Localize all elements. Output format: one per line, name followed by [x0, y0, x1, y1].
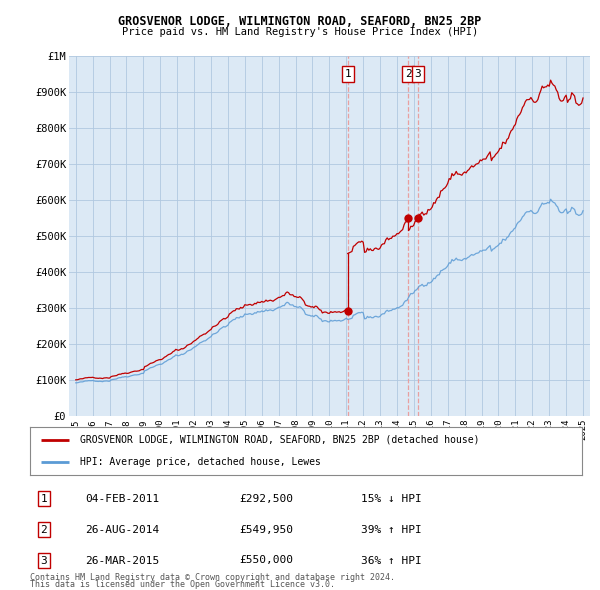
Text: 04-FEB-2011: 04-FEB-2011 [85, 494, 160, 503]
Text: £550,000: £550,000 [240, 556, 294, 565]
Text: 1: 1 [40, 494, 47, 503]
Text: HPI: Average price, detached house, Lewes: HPI: Average price, detached house, Lewe… [80, 457, 320, 467]
Text: GROSVENOR LODGE, WILMINGTON ROAD, SEAFORD, BN25 2BP (detached house): GROSVENOR LODGE, WILMINGTON ROAD, SEAFOR… [80, 435, 479, 445]
Text: £292,500: £292,500 [240, 494, 294, 503]
Text: 39% ↑ HPI: 39% ↑ HPI [361, 525, 422, 535]
Text: 1: 1 [344, 69, 351, 79]
Text: GROSVENOR LODGE, WILMINGTON ROAD, SEAFORD, BN25 2BP: GROSVENOR LODGE, WILMINGTON ROAD, SEAFOR… [118, 15, 482, 28]
Text: 3: 3 [415, 69, 421, 79]
Text: £549,950: £549,950 [240, 525, 294, 535]
Text: 15% ↓ HPI: 15% ↓ HPI [361, 494, 422, 503]
Text: 3: 3 [40, 556, 47, 565]
Text: Price paid vs. HM Land Registry's House Price Index (HPI): Price paid vs. HM Land Registry's House … [122, 27, 478, 37]
Text: 26-MAR-2015: 26-MAR-2015 [85, 556, 160, 565]
Text: 2: 2 [404, 69, 412, 79]
Text: This data is licensed under the Open Government Licence v3.0.: This data is licensed under the Open Gov… [30, 581, 335, 589]
Text: Contains HM Land Registry data © Crown copyright and database right 2024.: Contains HM Land Registry data © Crown c… [30, 573, 395, 582]
Text: 36% ↑ HPI: 36% ↑ HPI [361, 556, 422, 565]
Text: 2: 2 [40, 525, 47, 535]
Text: 26-AUG-2014: 26-AUG-2014 [85, 525, 160, 535]
